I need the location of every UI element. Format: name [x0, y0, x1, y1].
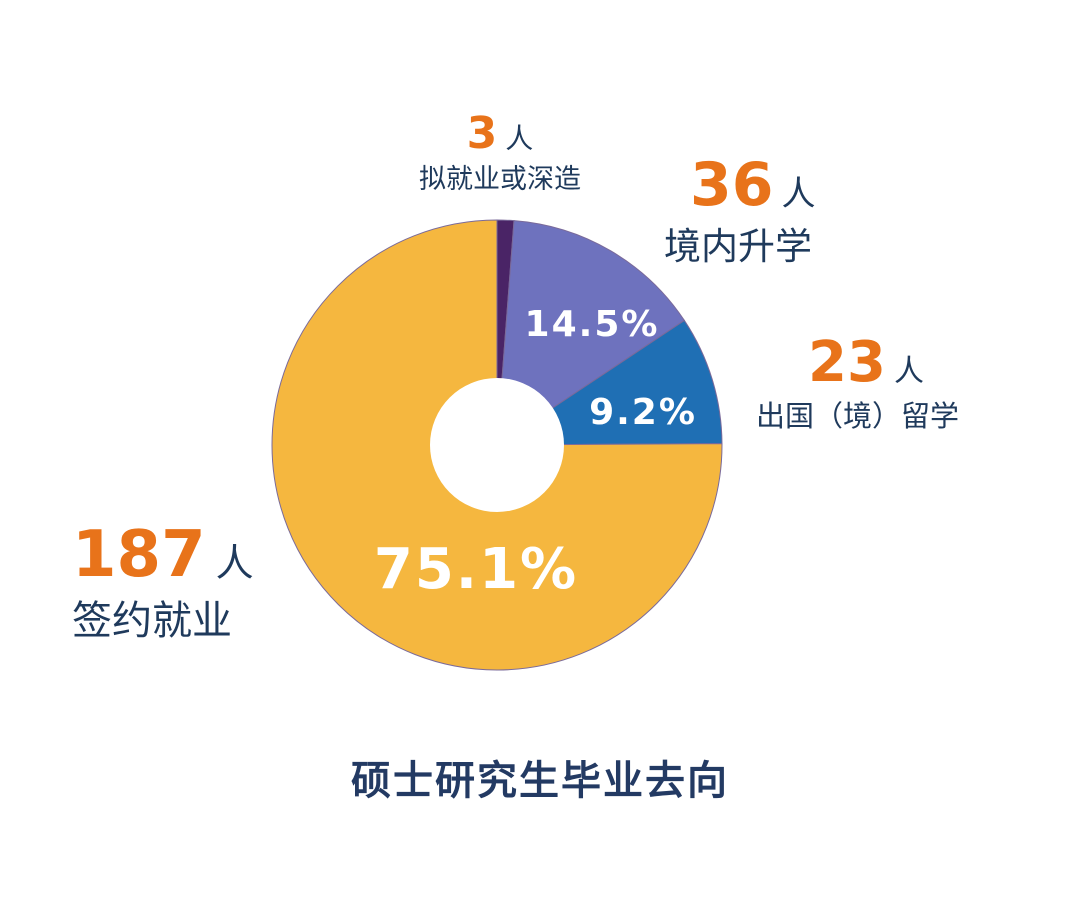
text-pending: 拟就业或深造	[419, 164, 581, 195]
unit-employed: 人	[215, 541, 254, 585]
label-employed: 187 人 签约就业	[72, 518, 254, 646]
slice-percent-label: 75.1%	[374, 537, 578, 602]
text-abroad: 出国（境）留学	[756, 399, 960, 433]
slice-percent-label: 14.5%	[525, 304, 660, 345]
count-pending: 3	[466, 108, 498, 159]
text-employed: 签约就业	[72, 598, 232, 644]
text-domestic: 境内升学	[664, 225, 812, 268]
donut-hole	[430, 378, 564, 512]
unit-domestic: 人	[781, 174, 816, 214]
unit-abroad: 人	[893, 354, 924, 389]
chart-title: 硕士研究生毕业去向	[351, 758, 729, 804]
label-abroad-study: 23 人 出国（境）留学	[756, 330, 959, 435]
pie-slice	[496, 220, 686, 446]
slice-percent-label: 9.2%	[589, 392, 697, 433]
count-abroad: 23	[808, 330, 886, 395]
pie-slice	[271, 219, 723, 671]
count-domestic: 36	[690, 150, 774, 220]
count-employed: 187	[72, 518, 206, 592]
label-domestic-study: 36 人 境内升学	[664, 150, 816, 270]
unit-pending: 人	[505, 122, 534, 155]
